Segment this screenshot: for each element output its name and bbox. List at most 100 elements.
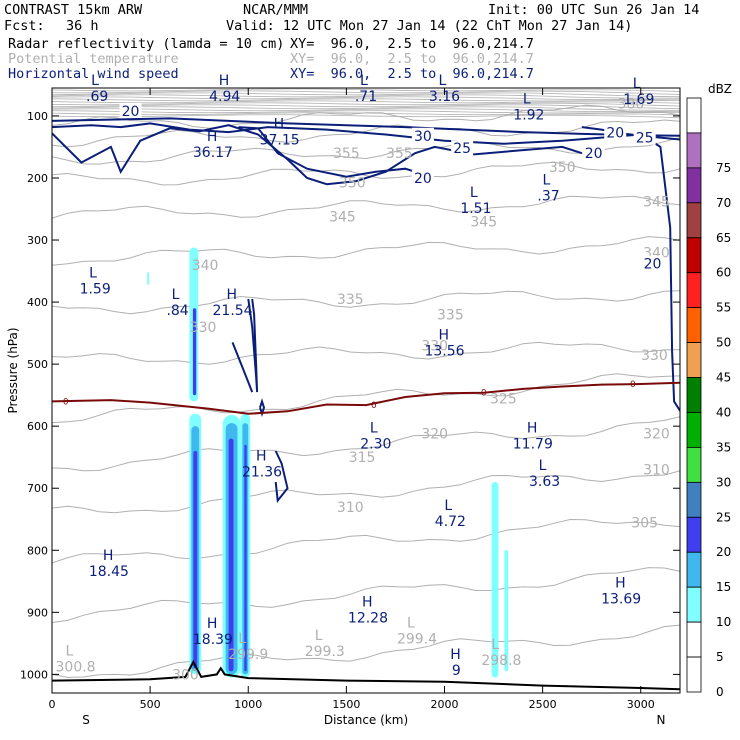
colorbar-tick-label: 65	[716, 231, 731, 245]
wind-extremum-value: 13.56	[424, 344, 464, 360]
theta-extremum-value: 299.4	[397, 631, 437, 647]
wind-extremum-kind: H	[227, 287, 238, 303]
colorbar-swatch	[686, 447, 702, 483]
theta-contour-line	[52, 567, 680, 623]
colorbar-swatch	[686, 586, 702, 623]
wind-contour-line	[52, 117, 680, 137]
wind-extremum-value: 21.36	[242, 465, 282, 481]
colorbar-swatch	[686, 237, 702, 274]
theta-contour-label: 345	[470, 214, 497, 230]
wind-extremum-value: .69	[86, 89, 108, 105]
colorbar-tick-label: 55	[716, 301, 731, 315]
theta-contour-label: 345	[329, 209, 356, 225]
theta-contour-label: 350	[339, 175, 366, 191]
colorbar-tick-label: 50	[716, 336, 731, 350]
colorbar-swatch	[686, 272, 702, 309]
wind-label-bg	[633, 129, 656, 145]
wind-label-bg	[119, 102, 142, 118]
colorbar-tick-label: 15	[716, 580, 731, 594]
theta-contour-label: 330	[421, 339, 448, 355]
wind-extremum-value: 4.94	[209, 89, 240, 105]
colorbar-swatch	[686, 307, 702, 343]
wind-extremum-kind: H	[207, 616, 218, 632]
wind-extremum-kind: L	[633, 76, 641, 92]
wind-extremum-value: 18.39	[193, 632, 233, 648]
theta-contour-label: 345	[643, 195, 670, 211]
theta-extremum-value: 300.8	[56, 659, 96, 675]
wind-extremum-kind: L	[523, 92, 531, 108]
theta-contour-label: 355	[386, 146, 413, 162]
colorbar-swatch	[686, 656, 702, 693]
theta-contour-label: 300	[172, 667, 199, 683]
theta-contour-label: 330	[190, 320, 217, 336]
theta-extremum-kind: L	[407, 615, 415, 631]
theta-contour-line	[52, 290, 680, 315]
theta-contour-line	[52, 236, 680, 266]
colorbar-tick-label: 60	[716, 266, 731, 280]
wind-extremum-kind: H	[256, 449, 267, 465]
colorbar-tick-label: 70	[716, 196, 731, 210]
zero-contour-label: 0	[630, 380, 636, 390]
colorbar-swatch	[686, 412, 702, 448]
colorbar-tick-label: 45	[716, 371, 731, 385]
zero-contour-label: 0	[63, 397, 69, 407]
wind-extremum-value: 12.28	[348, 610, 388, 626]
wind-label-bg	[641, 255, 664, 271]
x-tick-label: 1500	[332, 698, 360, 711]
colorbar-swatch	[686, 516, 702, 553]
colorbar-tick-label: 30	[716, 475, 731, 489]
wind-extremum-value: 9	[452, 663, 461, 679]
wind-contour-label: 25	[453, 141, 471, 157]
colorbar-tick-label: 35	[716, 440, 731, 454]
surface-pressure-line	[52, 659, 680, 691]
theta-contour-line	[52, 195, 680, 219]
wind-extremum-value: 1.59	[80, 281, 111, 297]
plot-background	[52, 88, 680, 693]
wind-extremum-value: 18.45	[89, 564, 129, 580]
x-end-label-north: N	[657, 713, 666, 727]
wind-extremum-kind: H	[450, 647, 461, 663]
zero-contour-line	[52, 381, 680, 415]
colorbar-swatch	[686, 97, 702, 134]
theta-contour-label: 380	[618, 97, 645, 113]
colorbar-tick-label: 25	[716, 510, 731, 524]
org-label: NCAR/MMM	[243, 2, 309, 18]
theta-contour-label: 305	[631, 515, 658, 531]
colorbar-tick-label: 0	[716, 685, 724, 699]
theta-band-line	[52, 104, 680, 110]
wind-label-bg	[582, 145, 605, 161]
field-theta-xy: XY= 96.0, 2.5 to 96.0,214.7	[290, 51, 534, 67]
theta-band-line	[52, 96, 680, 101]
surface-line	[52, 659, 680, 691]
wind-extremum-value: 1.69	[623, 92, 654, 108]
reflectivity-cell	[491, 482, 499, 678]
x-tick-label: 0	[49, 698, 56, 711]
wind-extremum-value: .71	[355, 89, 377, 105]
wind-extremum-kind: L	[470, 185, 478, 201]
colorbar-swatch	[686, 132, 702, 169]
theta-contour-line	[52, 416, 680, 472]
wind-label-bg	[411, 127, 434, 143]
field-theta-name: Potential temperature	[8, 51, 179, 67]
theta-contour-line	[52, 470, 680, 514]
wind-contour-label: 20	[122, 104, 140, 120]
theta-contour-label: 320	[421, 427, 448, 443]
theta-contour-label: 320	[643, 427, 670, 443]
reflectivity-cell	[193, 451, 198, 669]
wind-label-bg	[604, 124, 627, 140]
reflectivity-cell	[228, 438, 234, 672]
wind-contour-line	[274, 450, 289, 504]
theta-contour-label: 315	[349, 450, 376, 466]
x-tick-label: 1000	[234, 698, 262, 711]
theta-contour-label: 350	[549, 160, 576, 176]
wind-extremum-value: .37	[537, 188, 559, 204]
theta-band-line	[52, 88, 680, 92]
field-reflectivity-name: Radar reflectivity (lamda = 10 cm)	[8, 36, 285, 52]
theta-extremum-kind: L	[238, 631, 246, 647]
wind-extremum-kind: L	[539, 458, 547, 474]
zero-contour-label: 0	[371, 401, 377, 411]
y-tick-label: 600	[27, 420, 48, 433]
theta-contour-line	[52, 341, 680, 365]
